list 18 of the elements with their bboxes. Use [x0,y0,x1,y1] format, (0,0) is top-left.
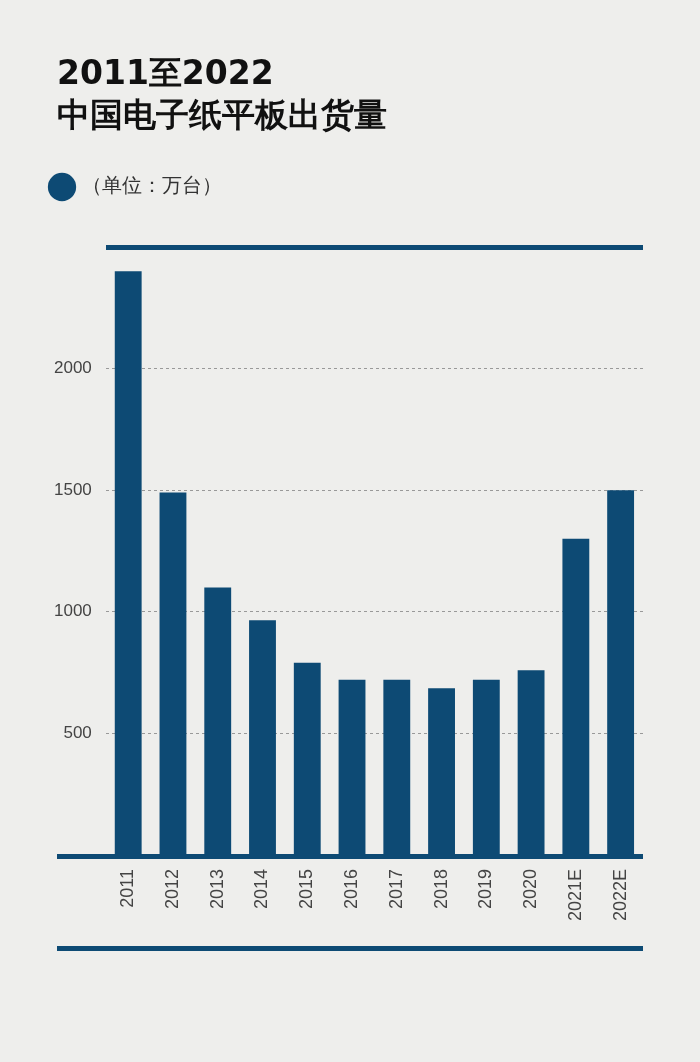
y-tick-label: 1000 [53,601,92,621]
x-tick-label: 2016 [341,868,361,909]
x-tick-label: 2018 [430,868,451,909]
x-tick-label: 2020 [520,868,541,909]
x-tick-label: 2013 [206,868,227,909]
x-tick-label: 2011 [117,868,138,908]
x-tick-label: 2017 [385,868,406,909]
y-tick-label: 500 [63,723,92,743]
x-tick-label: 2019 [475,868,496,909]
legend-label: （单位：万台） [82,173,222,198]
y-tick-label: 2000 [53,358,92,378]
x-tick-label: 2022E [609,868,630,922]
x-tick-label: 2021E [564,868,585,922]
x-tick-label: 2015 [296,868,317,909]
chart-title: 2011至2022 中国电子纸平板出货量 [57,52,387,136]
x-tick-label: 2014 [251,868,272,909]
x-tick-label: 2012 [161,868,182,909]
y-tick-label: 1500 [53,479,92,499]
